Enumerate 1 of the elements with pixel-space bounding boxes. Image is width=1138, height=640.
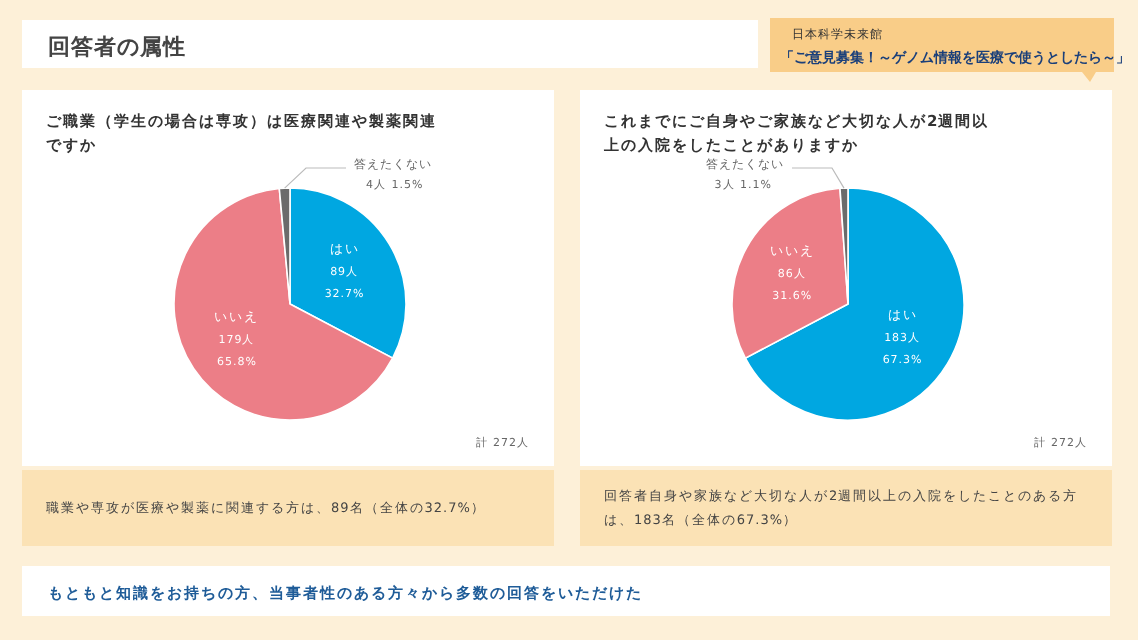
text: 回答者の属性 bbox=[48, 34, 186, 60]
